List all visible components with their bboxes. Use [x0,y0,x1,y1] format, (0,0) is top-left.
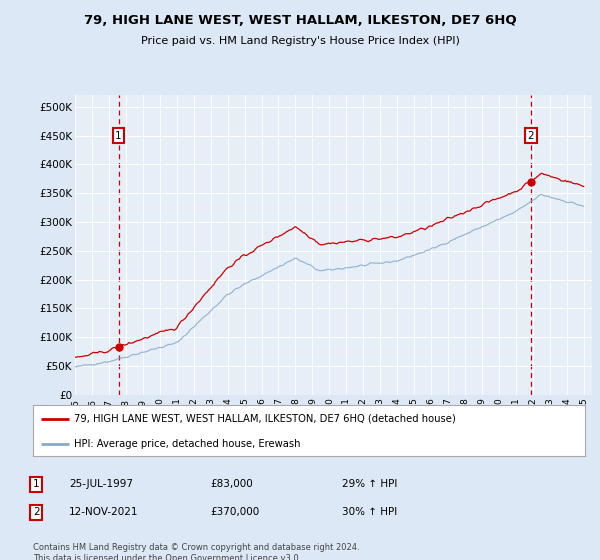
Text: £83,000: £83,000 [210,479,253,489]
Text: £370,000: £370,000 [210,507,259,517]
Text: HPI: Average price, detached house, Erewash: HPI: Average price, detached house, Erew… [74,438,301,449]
Text: 2: 2 [33,507,40,517]
Text: 79, HIGH LANE WEST, WEST HALLAM, ILKESTON, DE7 6HQ: 79, HIGH LANE WEST, WEST HALLAM, ILKESTO… [83,14,517,27]
Text: 79, HIGH LANE WEST, WEST HALLAM, ILKESTON, DE7 6HQ (detached house): 79, HIGH LANE WEST, WEST HALLAM, ILKESTO… [74,414,456,424]
Text: 12-NOV-2021: 12-NOV-2021 [69,507,139,517]
Text: 29% ↑ HPI: 29% ↑ HPI [342,479,397,489]
Text: 2: 2 [527,130,534,141]
Text: 30% ↑ HPI: 30% ↑ HPI [342,507,397,517]
Text: 1: 1 [33,479,40,489]
Text: 25-JUL-1997: 25-JUL-1997 [69,479,133,489]
Text: Contains HM Land Registry data © Crown copyright and database right 2024.
This d: Contains HM Land Registry data © Crown c… [33,543,359,560]
Text: Price paid vs. HM Land Registry's House Price Index (HPI): Price paid vs. HM Land Registry's House … [140,36,460,46]
Text: 1: 1 [115,130,122,141]
